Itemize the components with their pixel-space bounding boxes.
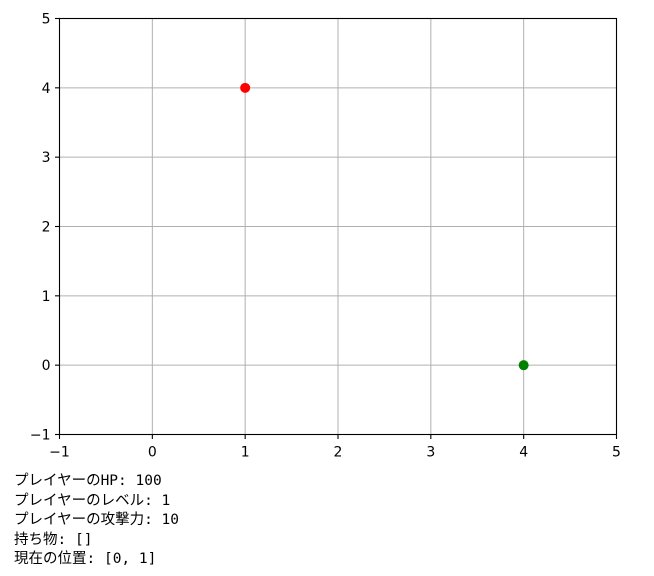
x-tick-label: 5 <box>612 445 621 461</box>
y-tick-label: 2 <box>42 220 51 236</box>
data-points <box>240 82 529 371</box>
data-point-0 <box>240 82 251 93</box>
x-tick-label: 3 <box>426 445 435 461</box>
data-point-1 <box>518 360 529 371</box>
x-tick-label: 0 <box>148 445 157 461</box>
game-map-plot: −1 0 1 2 3 4 5 −1 0 1 2 3 4 5 <box>30 12 621 461</box>
y-tick-label: 0 <box>42 358 51 374</box>
player-level-text: プレイヤーのレベル: 1 <box>14 492 171 509</box>
y-tick-label: −1 <box>30 428 51 444</box>
y-tick-label: 3 <box>42 150 51 166</box>
inventory-text: 持ち物: [] <box>14 531 93 548</box>
x-tick-label: 4 <box>519 445 528 461</box>
grid-lines <box>59 18 617 435</box>
player-hp-text: プレイヤーのHP: 100 <box>14 473 162 489</box>
player-status-panel: プレイヤーのHP: 100 プレイヤーのレベル: 1 プレイヤーの攻撃力: 10… <box>14 472 179 570</box>
y-tick-label: 5 <box>42 12 51 28</box>
y-tick-label: 1 <box>42 289 51 305</box>
player-attack-text: プレイヤーの攻撃力: 10 <box>14 512 179 529</box>
x-tick-label: 1 <box>241 445 250 461</box>
x-tick-label: −1 <box>49 445 70 461</box>
axis-ticks: −1 0 1 2 3 4 5 −1 0 1 2 3 4 5 <box>30 12 621 461</box>
current-position-text: 現在の位置: [0, 1] <box>14 551 157 568</box>
x-tick-label: 2 <box>334 445 343 461</box>
y-tick-label: 4 <box>42 81 51 97</box>
